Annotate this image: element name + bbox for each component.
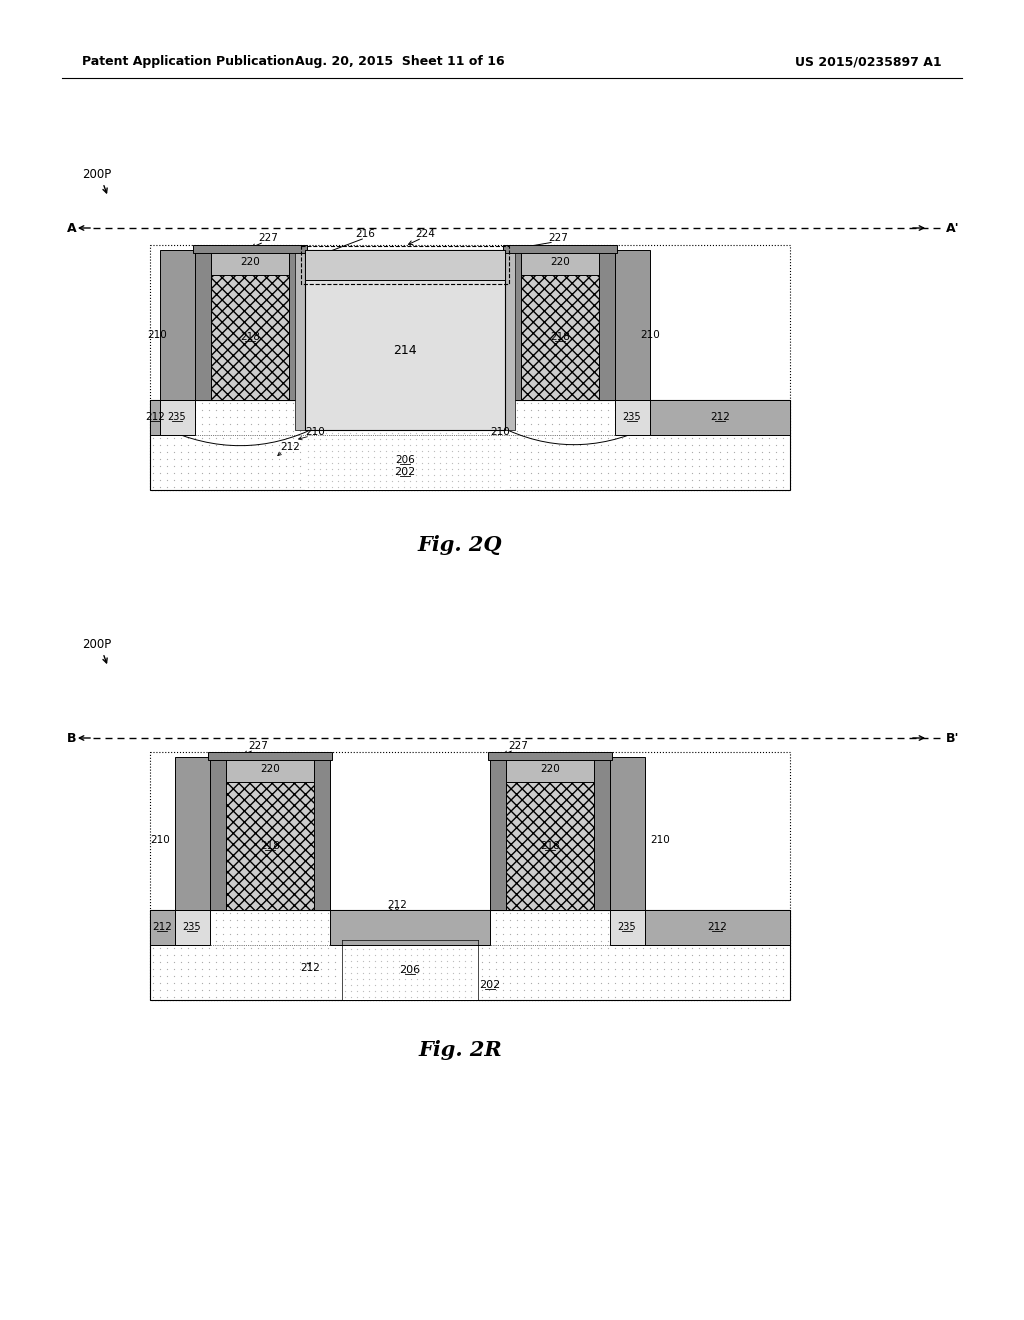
Bar: [521, 275, 599, 400]
Text: A: A: [67, 222, 77, 235]
Bar: [226, 756, 314, 781]
Text: 235: 235: [623, 412, 641, 422]
Text: 220: 220: [550, 257, 570, 267]
Text: 212: 212: [152, 921, 172, 932]
Text: A': A': [946, 222, 959, 235]
Bar: [150, 909, 175, 945]
Bar: [488, 752, 612, 760]
Bar: [330, 909, 490, 945]
Bar: [289, 249, 305, 400]
Text: 212: 212: [280, 442, 300, 451]
Text: 210: 210: [147, 330, 167, 341]
Text: 212: 212: [300, 964, 319, 973]
Bar: [615, 400, 650, 436]
Bar: [645, 909, 790, 945]
Bar: [506, 781, 594, 909]
Bar: [295, 249, 305, 430]
Text: 216: 216: [355, 228, 375, 239]
Text: 218: 218: [260, 841, 280, 851]
Bar: [211, 249, 289, 275]
Bar: [301, 246, 509, 284]
Bar: [314, 756, 330, 909]
Text: 220: 220: [260, 764, 280, 774]
Text: 212: 212: [707, 921, 727, 932]
Bar: [150, 909, 790, 1001]
Text: 235: 235: [168, 412, 186, 422]
Text: 235: 235: [182, 921, 202, 932]
Text: 210: 210: [151, 836, 170, 845]
Text: 200P: 200P: [82, 639, 112, 652]
Bar: [150, 400, 790, 490]
Text: B: B: [67, 731, 77, 744]
Bar: [150, 400, 160, 436]
Bar: [160, 400, 195, 436]
Bar: [211, 275, 289, 400]
Bar: [342, 940, 478, 1001]
Text: 202: 202: [394, 467, 416, 477]
Bar: [610, 909, 645, 945]
Text: 212: 212: [710, 412, 730, 422]
Text: 210: 210: [640, 330, 659, 341]
Bar: [160, 249, 195, 400]
Bar: [226, 781, 314, 909]
Text: 210: 210: [650, 836, 670, 845]
Bar: [175, 756, 210, 909]
Bar: [505, 249, 521, 400]
Text: 220: 220: [240, 257, 260, 267]
Bar: [208, 752, 332, 760]
Bar: [175, 909, 210, 945]
Bar: [594, 756, 610, 909]
Bar: [650, 400, 790, 436]
Text: 235: 235: [617, 921, 636, 932]
Text: 202: 202: [479, 979, 501, 990]
Text: 212: 212: [145, 412, 165, 422]
Bar: [610, 756, 645, 909]
Text: 210: 210: [305, 426, 325, 437]
Text: Fig. 2R: Fig. 2R: [418, 1040, 502, 1060]
Text: Aug. 20, 2015  Sheet 11 of 16: Aug. 20, 2015 Sheet 11 of 16: [295, 55, 505, 69]
Text: 227: 227: [258, 234, 278, 243]
Text: 218: 218: [240, 333, 260, 342]
Text: 218: 218: [540, 841, 560, 851]
Bar: [193, 246, 307, 253]
Bar: [521, 249, 599, 275]
Text: 218: 218: [550, 333, 570, 342]
Text: US 2015/0235897 A1: US 2015/0235897 A1: [796, 55, 942, 69]
Bar: [150, 752, 790, 1001]
Text: Fig. 2Q: Fig. 2Q: [418, 535, 502, 554]
Bar: [599, 249, 615, 400]
Text: 214: 214: [393, 343, 417, 356]
Bar: [490, 756, 506, 909]
Bar: [615, 249, 650, 400]
Text: 224: 224: [415, 228, 435, 239]
Text: 220: 220: [540, 764, 560, 774]
Bar: [503, 246, 617, 253]
Text: 227: 227: [248, 741, 268, 751]
Bar: [305, 430, 505, 490]
Text: Patent Application Publication: Patent Application Publication: [82, 55, 294, 69]
Text: 227: 227: [508, 741, 528, 751]
Text: 206: 206: [395, 455, 415, 465]
Text: B': B': [946, 731, 959, 744]
Text: 210: 210: [490, 426, 510, 437]
Bar: [505, 249, 515, 430]
Text: 227: 227: [548, 234, 568, 243]
Bar: [506, 756, 594, 781]
Text: 212: 212: [387, 900, 407, 909]
Bar: [305, 249, 505, 280]
Bar: [305, 249, 505, 430]
Bar: [195, 249, 211, 400]
Bar: [210, 756, 226, 909]
Text: 206: 206: [399, 965, 421, 975]
Bar: [150, 246, 790, 490]
Text: 200P: 200P: [82, 169, 112, 181]
